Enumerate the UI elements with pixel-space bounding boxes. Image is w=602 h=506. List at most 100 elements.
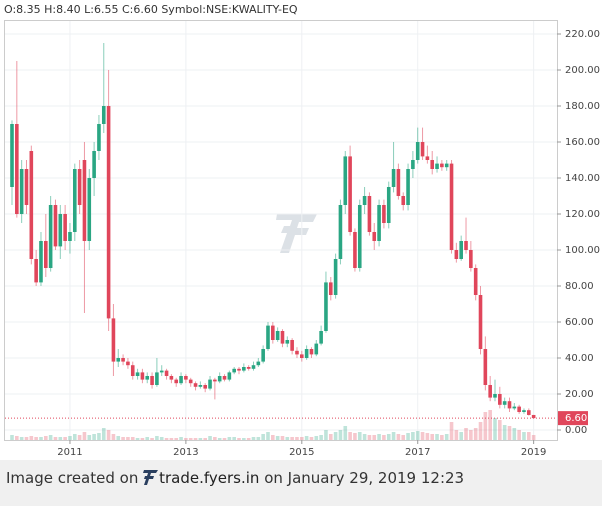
candle-body [512,406,517,409]
volume-bar [415,431,420,440]
candle-body [159,370,164,373]
volume-bar [266,432,270,440]
candle-body [295,350,299,355]
candle-body [280,331,285,344]
volume-bar [227,437,232,440]
candle-body [19,169,24,214]
volume-bar [527,432,531,440]
candle-body [24,169,29,205]
volume-bar [217,438,222,440]
volume-bar [135,438,140,440]
candle-body [213,379,217,382]
volume-bar [130,437,135,440]
volume-bar [261,434,265,440]
candle-body [411,160,415,169]
volume-bar [478,422,483,440]
volume-bar [184,438,188,440]
volume-bar [473,428,478,440]
candle-body [338,205,343,259]
x-tick-label: 2013 [173,447,198,458]
volume-bar [435,434,439,440]
candle-body [256,361,261,366]
y-tick-label: 40.00 [565,353,594,364]
x-tick-label: 2015 [289,447,314,458]
candle-body [362,196,367,205]
candle-body [304,349,309,358]
volume-bar [343,426,348,440]
candle-body [237,368,241,371]
volume-bar [72,434,77,440]
candle-body [425,156,430,160]
volume-bar [140,438,145,440]
candle-body [493,394,497,398]
volume-bar [63,437,67,440]
candle-body [444,163,449,168]
watermark [276,214,317,253]
candle-body [377,205,381,241]
volume-bar [377,434,381,440]
volume-bar [275,436,280,440]
candle-body [10,124,14,187]
volume-bar [382,435,386,440]
volume-bar [58,437,63,440]
candle-body [386,187,391,223]
candle-body [372,232,377,241]
candle-body [251,365,256,369]
volume-bar [406,433,410,440]
candle-body [517,406,521,412]
candle-body [261,349,265,362]
volume-bar [493,418,497,440]
y-tick-label: 100.00 [565,245,600,256]
volume-bar [440,435,444,440]
candle-body [135,372,140,376]
volume-bar [77,435,82,440]
volume-bar [280,436,285,440]
volume-bar [48,435,53,440]
volume-bar [488,410,492,440]
candle-body [483,349,488,385]
volume-bar [362,434,367,440]
candle-body [367,196,372,232]
candle-body [275,331,280,340]
x-tick-label: 2019 [521,447,546,458]
candle-body [440,163,444,168]
candle-body [44,241,48,268]
volume-bar [304,436,309,440]
volume-bar [498,420,502,440]
candle-body [290,340,294,351]
candle-body [82,160,87,241]
volume-bar [348,432,352,440]
volume-bar [97,433,101,440]
volume-bar [87,435,92,440]
candle-body [77,169,82,205]
candle-body [464,241,468,250]
volume-bar [483,412,488,440]
volume-bar [386,434,391,440]
y-tick-label: 180.00 [565,101,600,112]
volume-bar [44,436,48,440]
volume-bar [174,438,179,440]
candle-body [527,410,531,415]
candle-body [203,385,207,389]
candle-body [97,124,101,151]
volume-bar [150,438,154,440]
candle-body [193,383,198,387]
candle-body [285,340,290,344]
volume-bar [251,437,256,440]
chart: O:8.35 H:8.40 L:6.55 C:6.60 Symbol:NSE:K… [4,3,600,458]
candle-body [507,401,512,409]
volume-bar [53,437,58,440]
volume-bar [396,434,401,440]
candle-body [155,372,159,385]
volume-bar [459,432,463,440]
volume-bar [198,438,203,440]
volume-bar [290,437,294,440]
candle-body [401,196,406,205]
volume-bar [464,428,468,440]
volume-bar [454,430,459,440]
volume-bar [300,437,304,440]
candle-body [300,354,304,358]
volume-bar [391,432,396,440]
candle-body [184,376,188,380]
y-tick-label: 140.00 [565,173,600,184]
